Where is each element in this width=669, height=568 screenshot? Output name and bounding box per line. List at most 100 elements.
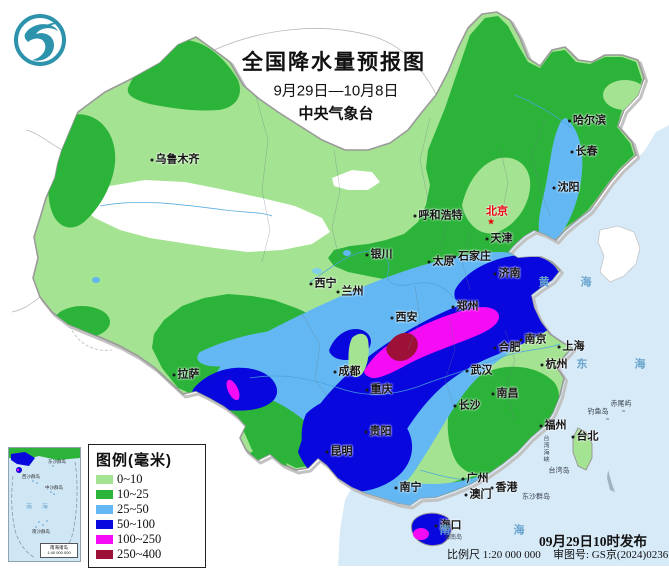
city-dot-icon xyxy=(570,150,574,154)
city-kunming: 昆明 xyxy=(325,446,353,458)
city-dot-icon xyxy=(309,282,313,286)
inset-label-zhongsha: 中沙群岛 xyxy=(45,485,63,490)
city-aomen: 澳门 xyxy=(464,489,492,501)
city-dot-icon xyxy=(490,486,494,490)
inset-rain-blob xyxy=(11,452,35,466)
legend-swatch-25-50 xyxy=(96,505,113,514)
inset-dash-line xyxy=(11,475,36,559)
inset-title-box: 南海诸岛 1:40 000 000 xyxy=(40,543,78,558)
legend-title: 图例(毫米) xyxy=(96,452,172,469)
city-haerbin: 哈尔滨 xyxy=(568,115,606,127)
korea-landmass xyxy=(597,225,641,283)
legend-row: 10~25 xyxy=(96,487,199,502)
legend-row: 50~100 xyxy=(96,517,199,532)
inset-label-xisha: 西沙群岛 xyxy=(22,474,40,479)
legend-row: 250~400 xyxy=(96,547,199,562)
label-dongsha: 东沙群岛 xyxy=(522,493,550,501)
inset-label-dongsha: 东沙群岛 xyxy=(48,459,66,464)
city-xining: 西宁 xyxy=(309,278,337,290)
legend-row: 0~10 xyxy=(96,472,199,487)
city-dot-icon xyxy=(539,424,543,428)
city-beijing: 北京 xyxy=(486,205,508,218)
legend-swatch-50-100 xyxy=(96,520,113,529)
label-chiweiyu: 赤尾屿 xyxy=(610,400,632,408)
inset-hainan-core xyxy=(16,468,20,472)
city-nanchang: 南昌 xyxy=(491,388,519,400)
legend-row: 100~250 xyxy=(96,532,199,547)
city-chengdu: 成都 xyxy=(333,366,361,378)
city-dot-icon xyxy=(451,305,455,309)
city-dot-icon xyxy=(540,363,544,367)
label-hainandao: 海南岛 xyxy=(443,535,463,541)
city-dot-icon xyxy=(333,370,337,374)
inset-label-nansha: 南沙群岛 xyxy=(32,529,50,534)
legend-row: 25~50 xyxy=(96,502,199,517)
rain-none-regions xyxy=(82,170,380,252)
city-guiyang: 贵阳 xyxy=(364,426,392,438)
foreign-border-lines xyxy=(11,28,437,351)
publish-time: 09月29日10时发布 xyxy=(539,534,647,549)
city-shanghai: 上海 xyxy=(557,341,585,353)
inset-title: 南海诸岛 xyxy=(50,545,68,551)
city-shijiazhuang: 石家庄 xyxy=(453,251,491,263)
city-dot-icon xyxy=(336,290,340,294)
city-dot-icon xyxy=(390,316,394,320)
label-diaoyudao: 钓鱼岛 xyxy=(587,408,609,416)
taiwan-island xyxy=(572,427,593,471)
city-dot-icon xyxy=(364,430,368,434)
inset-scale: 1:40 000 000 xyxy=(47,550,71,556)
capital-star-icon: ★ xyxy=(486,216,496,227)
city-dot-icon xyxy=(493,272,497,276)
city-wuhan: 武汉 xyxy=(465,365,493,377)
city-haikou: 海口 xyxy=(434,520,462,532)
city-hefei: 合肥 xyxy=(493,342,521,354)
city-dot-icon xyxy=(434,524,438,528)
city-dot-icon xyxy=(365,388,369,392)
city-dot-icon xyxy=(453,255,456,259)
city-taiyuan: 太原 xyxy=(427,256,455,268)
legend-panel: 图例(毫米) 0~10 10~25 25~50 50~100 100~250 2… xyxy=(88,444,206,568)
city-lasa: 拉萨 xyxy=(172,369,200,381)
city-tianjin: 天津 xyxy=(485,233,513,245)
city-dot-icon xyxy=(491,392,495,396)
city-guangzhou: 广州 xyxy=(461,473,489,485)
city-xian: 西安 xyxy=(390,312,418,324)
map-scale: 比例尺 1:20 000 000 xyxy=(447,549,541,561)
city-lanzhou: 兰州 xyxy=(336,286,364,298)
rivers xyxy=(99,94,573,481)
legend-swatch-10-25 xyxy=(96,490,113,499)
city-dot-icon xyxy=(485,237,489,241)
city-fuzhou: 福州 xyxy=(539,420,567,432)
city-zhengzhou: 郑州 xyxy=(451,301,479,313)
city-changchun: 长春 xyxy=(570,146,598,158)
qinghai-lake xyxy=(312,268,322,274)
city-dot-icon xyxy=(552,186,556,190)
city-dot-icon xyxy=(413,214,417,218)
inset-sea-label: 南 海 xyxy=(26,504,52,511)
city-dot-icon xyxy=(325,450,329,454)
approval-number: 审图号: GS京(2024)0236号 xyxy=(553,549,669,561)
rain-250-400-regions xyxy=(386,332,418,361)
city-dot-icon xyxy=(464,493,468,497)
city-dot-icon xyxy=(453,404,457,408)
offshore-islets xyxy=(606,410,625,492)
rain-0-10-pockets xyxy=(348,80,644,378)
legend-swatch-0-10 xyxy=(96,475,113,484)
legend-swatch-100-250 xyxy=(96,535,113,544)
city-dot-icon xyxy=(557,345,561,349)
city-dot-icon xyxy=(571,435,575,439)
inset-islet-dots xyxy=(32,465,55,528)
city-dot-icon xyxy=(519,338,523,342)
city-chongqing: 重庆 xyxy=(365,384,393,396)
city-xianggang: 香港 xyxy=(490,482,518,494)
city-wulumuqi: 乌鲁木齐 xyxy=(150,154,200,166)
city-hangzhou: 杭州 xyxy=(540,359,568,371)
city-nanning: 南宁 xyxy=(394,482,422,494)
city-dot-icon xyxy=(427,260,431,264)
city-dot-icon xyxy=(568,119,571,123)
province-boundaries xyxy=(255,95,551,421)
city-nanjing: 南京 xyxy=(519,334,547,346)
south-china-sea-inset: 东沙群岛 西沙群岛 中沙群岛 南沙群岛 南 海 南海诸岛 1:40 000 00… xyxy=(8,447,81,562)
city-changsha: 长沙 xyxy=(453,400,481,412)
